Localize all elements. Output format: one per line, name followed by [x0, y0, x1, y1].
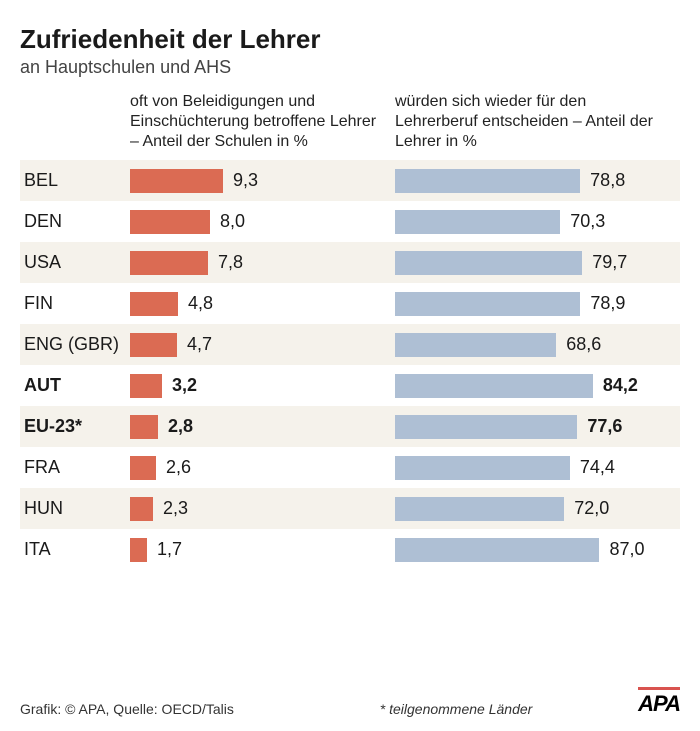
table-row: DEN 8,0 70,3: [20, 201, 680, 242]
right-bar: [395, 415, 577, 439]
left-column-header: oft von Beleidigungen und Einschüchterun…: [130, 92, 395, 152]
right-bar: [395, 374, 593, 398]
table-row: HUN 2,3 72,0: [20, 488, 680, 529]
left-bar: [130, 292, 178, 316]
right-bar: [395, 497, 564, 521]
right-column-header: würden sich wieder für den Lehrerberuf e…: [395, 92, 680, 152]
left-value: 1,7: [157, 539, 182, 560]
table-row: BEL 9,3 78,8: [20, 160, 680, 201]
left-value: 7,8: [218, 252, 243, 273]
country-label: ENG (GBR): [20, 334, 130, 355]
left-bar: [130, 374, 162, 398]
left-value: 3,2: [172, 375, 197, 396]
chart-title: Zufriedenheit der Lehrer: [20, 24, 680, 55]
table-row: FIN 4,8 78,9: [20, 283, 680, 324]
right-bar: [395, 456, 570, 480]
right-value: 68,6: [566, 334, 601, 355]
right-value: 84,2: [603, 375, 638, 396]
right-value: 78,8: [590, 170, 625, 191]
left-bar: [130, 169, 223, 193]
left-bar: [130, 210, 210, 234]
left-bar: [130, 251, 208, 275]
right-bar: [395, 210, 560, 234]
country-label: BEL: [20, 170, 130, 191]
table-row: EU-23* 2,8 77,6: [20, 406, 680, 447]
left-value: 4,8: [188, 293, 213, 314]
left-value: 2,6: [166, 457, 191, 478]
left-value: 4,7: [187, 334, 212, 355]
table-row: FRA 2,6 74,4: [20, 447, 680, 488]
right-bar: [395, 538, 599, 562]
left-bar: [130, 538, 147, 562]
chart-subtitle: an Hauptschulen und AHS: [20, 57, 680, 78]
right-bar: [395, 251, 582, 275]
column-headers: oft von Beleidigungen und Einschüchterun…: [20, 92, 680, 152]
right-value: 79,7: [592, 252, 627, 273]
chart-rows: BEL 9,3 78,8 DEN 8,0 70,3 USA 7,8 79,7 FIN 4,8 78,9…: [20, 160, 680, 570]
right-value: 78,9: [590, 293, 625, 314]
country-label: EU-23*: [20, 416, 130, 437]
country-label: FIN: [20, 293, 130, 314]
right-value: 77,6: [587, 416, 622, 437]
right-value: 74,4: [580, 457, 615, 478]
country-label: DEN: [20, 211, 130, 232]
country-label: ITA: [20, 539, 130, 560]
table-row: ENG (GBR) 4,7 68,6: [20, 324, 680, 365]
right-bar: [395, 292, 580, 316]
left-bar: [130, 497, 153, 521]
left-value: 2,3: [163, 498, 188, 519]
right-value: 70,3: [570, 211, 605, 232]
country-label: FRA: [20, 457, 130, 478]
right-value: 72,0: [574, 498, 609, 519]
apa-logo: APA: [638, 687, 680, 717]
right-bar: [395, 333, 556, 357]
right-bar: [395, 169, 580, 193]
right-value: 87,0: [609, 539, 644, 560]
credits-text: Grafik: © APA, Quelle: OECD/Talis: [20, 701, 234, 717]
left-bar: [130, 333, 177, 357]
table-row: USA 7,8 79,7: [20, 242, 680, 283]
footnote-text: * teilgenommene Länder: [380, 701, 533, 717]
country-label: HUN: [20, 498, 130, 519]
left-value: 2,8: [168, 416, 193, 437]
country-label: AUT: [20, 375, 130, 396]
chart-footer: Grafik: © APA, Quelle: OECD/Talis * teil…: [20, 687, 680, 717]
left-bar: [130, 415, 158, 439]
table-row: AUT 3,2 84,2: [20, 365, 680, 406]
table-row: ITA 1,7 87,0: [20, 529, 680, 570]
country-label: USA: [20, 252, 130, 273]
left-value: 9,3: [233, 170, 258, 191]
left-value: 8,0: [220, 211, 245, 232]
left-bar: [130, 456, 156, 480]
